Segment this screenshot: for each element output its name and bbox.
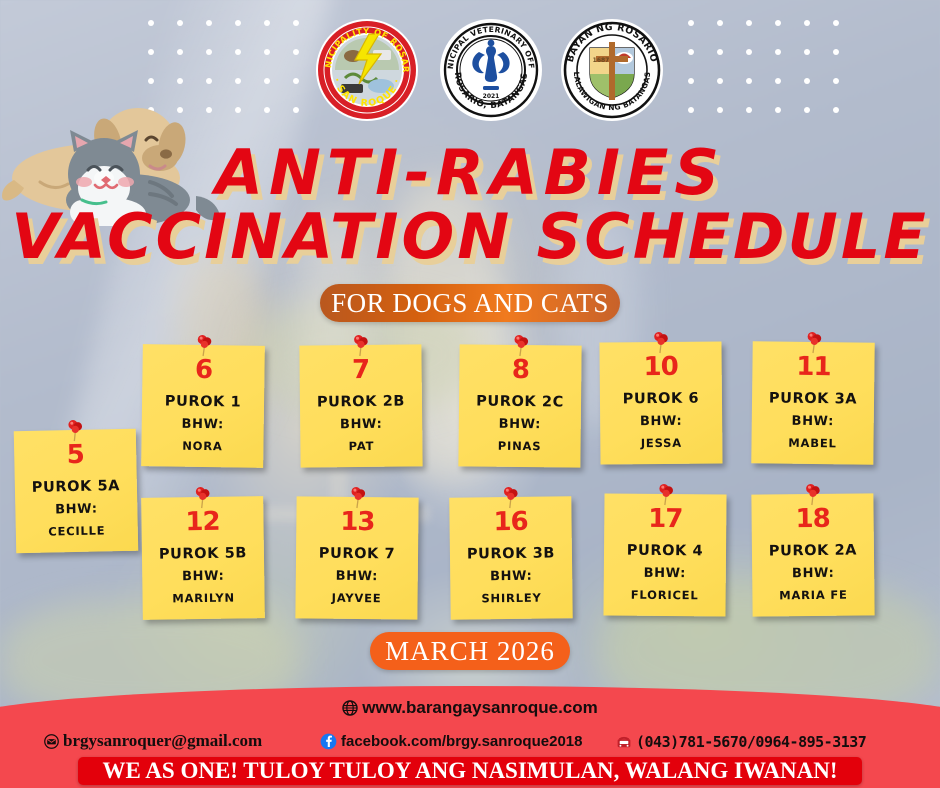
phone-line: (043)781-5670/0964-895-3137 (616, 733, 867, 751)
note-day: 10 (643, 351, 678, 383)
note-bhw-label: BHW: (791, 565, 835, 582)
municipality-of-rosario-san-roque-seal: MUNICIPALITY OF ROSARIO · SAN ROQUE · (315, 18, 418, 121)
email-line: brgysanroquer@gmail.com (44, 731, 262, 751)
note-bhw-name: NORA (182, 438, 223, 454)
note-bhw-name: MABEL (788, 435, 837, 451)
schedule-note: 6 PUROK 1 BHW: NORA (141, 334, 265, 468)
note-day: 12 (185, 506, 220, 538)
note-day: 18 (795, 503, 830, 535)
note-bhw-label: BHW: (335, 568, 379, 585)
note-bhw-label: BHW: (643, 565, 687, 582)
note-bhw-label: BHW: (181, 416, 225, 433)
note-purok: PUROK 5B (158, 545, 248, 563)
poster-title-line-2: VACCINATION SCHEDULE (11, 200, 929, 273)
note-day: 17 (648, 503, 683, 535)
note-day: 7 (351, 354, 370, 386)
dog-and-cat-illustration (2, 108, 220, 226)
phone-text[interactable]: (043)781-5670/0964-895-3137 (636, 733, 867, 751)
note-purok: PUROK 4 (626, 542, 704, 560)
note-purok: PUROK 1 (164, 393, 242, 411)
note-day: 5 (66, 439, 85, 471)
poster-title-line-1: ANTI-RABIES (214, 136, 726, 209)
schedule-note: 5 PUROK 5A BHW: CECILLE (13, 420, 139, 554)
website-line: www.barangaysanroque.com (0, 698, 940, 718)
cat-illustration (66, 130, 220, 226)
email-text[interactable]: brgysanroquer@gmail.com (63, 731, 263, 750)
pushpin-icon (351, 486, 366, 509)
schedule-note: 11 PUROK 3A BHW: MABEL (751, 331, 875, 465)
pushpin-icon (503, 487, 518, 509)
pushpin-icon (195, 487, 210, 509)
note-bhw-label: BHW: (791, 413, 835, 430)
note-bhw-label: BHW: (639, 413, 683, 430)
note-purok: PUROK 3B (466, 545, 556, 563)
note-bhw-name: SHIRLEY (481, 590, 542, 606)
note-day: 13 (340, 506, 375, 538)
facebook-line: facebook.com/brgy.sanroque2018 (320, 733, 582, 750)
note-purok: PUROK 2C (476, 393, 564, 411)
note-bhw-name: PINAS (497, 438, 542, 454)
note-bhw-name: MARILYN (172, 590, 235, 606)
note-purok: PUROK 2B (316, 393, 406, 411)
note-purok: PUROK 6 (622, 390, 700, 408)
pushpin-icon (806, 484, 820, 506)
note-bhw-label: BHW: (498, 416, 542, 433)
bayan-ng-rosario-seal: 1687 BAYAN NG ROSARIO LALAWIGAN NG BATAN… (561, 19, 663, 121)
note-day: 8 (511, 354, 530, 386)
note-day: 16 (493, 506, 528, 538)
pushpin-icon (197, 334, 212, 357)
schedule-note: 13 PUROK 7 BHW: JAYVEE (295, 486, 419, 620)
month-badge: MARCH 2026 (370, 632, 570, 670)
tagline-banner: WE AS ONE! TULOY TULOY ANG NASIMULAN, WA… (78, 757, 862, 785)
note-purok: PUROK 2A (768, 542, 858, 560)
pushpin-icon (514, 334, 529, 357)
pushpin-icon (654, 332, 668, 354)
schedule-note: 16 PUROK 3B BHW: SHIRLEY (449, 487, 573, 620)
poster-subtitle-badge: FOR DOGS AND CATS (320, 284, 620, 322)
schedule-note: 12 PUROK 5B BHW: MARILYN (141, 487, 265, 620)
note-bhw-name: CECILLE (48, 523, 106, 539)
dot-grid-left (0, 0, 940, 200)
municipal-veterinary-office-seal: MUNICIPAL VETERINARY OFFICE ROSARIO, BAT… (439, 18, 542, 121)
svg-text:1687: 1687 (593, 57, 610, 64)
note-bhw-name: JAYVEE (331, 590, 382, 606)
schedule-note: 18 PUROK 2A BHW: MARIA FE (751, 484, 875, 617)
schedule-note: 8 PUROK 2C BHW: PINAS (458, 334, 582, 468)
note-purok: PUROK 3A (768, 390, 858, 408)
schedule-note: 7 PUROK 2B BHW: PAT (299, 335, 423, 468)
note-bhw-name: PAT (348, 438, 375, 454)
telephone-icon (617, 736, 631, 747)
globe-icon (342, 700, 358, 716)
note-bhw-name: MARIA FE (779, 587, 848, 603)
note-bhw-label: BHW: (339, 416, 383, 433)
facebook-icon (320, 733, 337, 750)
note-day: 11 (796, 351, 831, 383)
note-bhw-label: BHW: (181, 568, 225, 585)
svg-text:2021: 2021 (483, 93, 500, 100)
logo-row: MUNICIPALITY OF ROSARIO · SAN ROQUE · MU… (315, 18, 675, 130)
note-bhw-label: BHW: (489, 568, 533, 585)
note-day: 6 (194, 354, 213, 386)
note-bhw-name: JESSA (640, 435, 682, 451)
schedule-note: 17 PUROK 4 BHW: FLORICEL (603, 483, 727, 617)
note-purok: PUROK 7 (318, 545, 396, 563)
pushpin-icon (659, 483, 673, 506)
note-bhw-label: BHW: (55, 501, 98, 518)
note-purok: PUROK 5A (31, 478, 121, 496)
envelope-icon (44, 733, 59, 749)
facebook-text[interactable]: facebook.com/brgy.sanroque2018 (341, 733, 583, 750)
pushpin-icon (68, 420, 83, 442)
schedule-note: 10 PUROK 6 BHW: JESSA (599, 332, 723, 465)
pushpin-icon (807, 331, 822, 354)
pushpin-icon (354, 335, 368, 357)
dot-grid-right (0, 0, 940, 200)
website-text[interactable]: www.barangaysanroque.com (362, 698, 598, 717)
note-bhw-name: FLORICEL (630, 587, 699, 603)
